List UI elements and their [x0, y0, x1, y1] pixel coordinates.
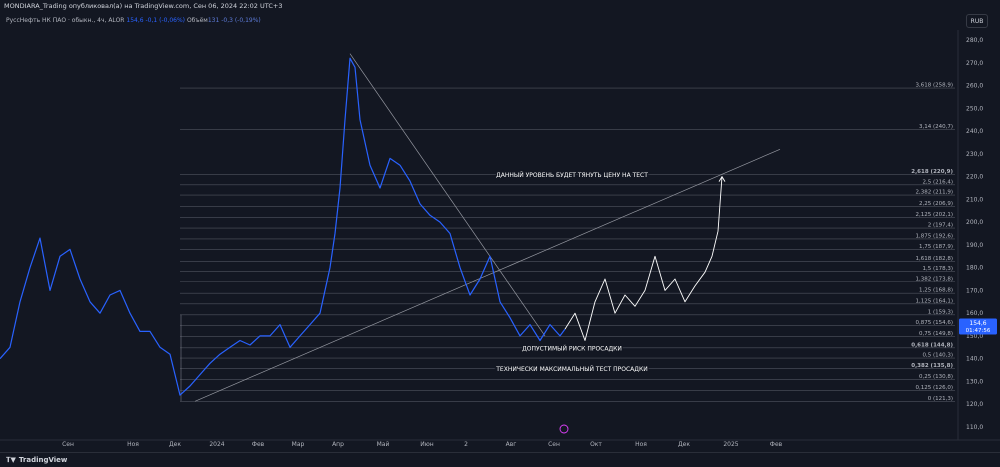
x-axis-tick: Сен — [62, 441, 74, 448]
x-axis-tick: 2 — [464, 441, 468, 448]
y-axis-tick: 220,0 — [966, 174, 983, 181]
fib-level-label: 1,125 (164,1) — [915, 298, 953, 304]
x-axis-tick: 2024 — [209, 441, 224, 448]
x-axis-tick: Окт — [590, 441, 602, 448]
y-axis-tick: 140,0 — [966, 356, 983, 363]
volume-label: Объём — [186, 17, 208, 24]
publisher-line: MONDIARA_Trading опубликовал(а) на Tradi… — [4, 2, 283, 10]
x-axis-tick: Июн — [420, 441, 434, 448]
y-axis-tick: 190,0 — [966, 242, 983, 249]
x-axis-tick: Дек — [169, 441, 181, 448]
fib-level-label: 2,25 (206,9) — [919, 201, 953, 207]
x-axis-tick: Фев — [252, 441, 265, 448]
y-axis-tick: 150,0 — [966, 333, 983, 340]
price-line — [0, 57, 566, 396]
x-axis-tick: Фев — [770, 441, 783, 448]
tradingview-logo-icon: 𝐓▼ — [6, 456, 16, 464]
symbol-name[interactable]: РуссНефть НК ПАО · обыкн., 4ч, ALOR — [6, 17, 125, 24]
fib-level-label: 1,618 (182,8) — [915, 256, 953, 262]
y-axis-tick: 270,0 — [966, 60, 983, 67]
current-price-value: 154,6 — [969, 320, 986, 327]
fib-level-label: 2 (197,4) — [928, 223, 953, 229]
fib-level-label: 0,5 (140,3) — [922, 353, 953, 359]
y-axis-tick: 260,0 — [966, 83, 983, 90]
fib-level-label: 1,382 (173,8) — [915, 276, 953, 282]
currency-button[interactable]: RUB — [966, 14, 988, 28]
fib-level-label: 3,618 (258,9) — [915, 83, 953, 89]
projection-path — [564, 176, 723, 341]
y-axis-tick: 180,0 — [966, 265, 983, 272]
fib-level-label: 2,382 (211,9) — [915, 190, 953, 196]
price-change: -0,1 (-0,06%) — [145, 17, 186, 24]
current-price-badge — [959, 318, 997, 335]
y-axis-tick: 110,0 — [966, 424, 983, 431]
last-price: 154,6 — [126, 17, 144, 24]
fib-level-label: 1,5 (178,3) — [922, 266, 953, 272]
fib-level-label: 0,618 (144,8) — [911, 342, 953, 348]
candle-countdown: 01:47:56 — [966, 328, 991, 334]
chart-annotation: ДАННЫЙ УРОВЕНЬ БУДЕТ ТЯНУТЬ ЦЕНУ НА ТЕСТ — [496, 172, 648, 179]
x-axis-tick: Ноя — [127, 441, 139, 448]
chart-annotation: ТЕХНИЧЕСКИ МАКСИМАЛЬНЫЙ ТЕСТ ПРОСАДКИ — [495, 366, 647, 373]
y-axis-tick: 210,0 — [966, 196, 983, 203]
projection-arrow-icon — [718, 175, 726, 182]
fib-level-label: 0,125 (126,0) — [915, 385, 953, 391]
brand-label: TradingView — [18, 456, 68, 464]
x-axis-tick: Дек — [678, 441, 690, 448]
fib-level-label: 0,875 (154,6) — [915, 320, 953, 326]
y-axis-tick: 120,0 — [966, 401, 983, 408]
y-axis-tick: 280,0 — [966, 37, 983, 44]
fib-level-label: 0,75 (149,8) — [919, 331, 953, 337]
volume-value: 131 — [207, 17, 220, 24]
y-axis-tick: 170,0 — [966, 287, 983, 294]
x-axis-tick: Мар — [292, 441, 305, 448]
y-axis-tick: 230,0 — [966, 151, 983, 158]
x-axis-tick: Сен — [548, 441, 560, 448]
fib-level-label: 2,5 (216,4) — [922, 179, 953, 185]
fib-level-label: 0,382 (135,8) — [911, 363, 953, 369]
symbol-legend[interactable]: РуссНефть НК ПАО · обыкн., 4ч, ALOR 154,… — [6, 17, 261, 24]
y-axis-tick: 250,0 — [966, 105, 983, 112]
footer-bar: 𝐓▼ TradingView — [0, 452, 1000, 467]
fib-level-label: 1 (159,3) — [928, 309, 953, 315]
fib-level-label: 1,75 (187,9) — [919, 244, 953, 250]
fib-level-label: 2,618 (220,9) — [911, 169, 953, 175]
event-marker-icon — [559, 424, 569, 434]
x-axis-tick: Май — [377, 441, 390, 448]
fib-level-label: 2,125 (202,1) — [915, 212, 953, 218]
x-axis-tick: 2025 — [723, 441, 738, 448]
fib-level-label: 0,25 (130,8) — [919, 374, 953, 380]
chart-annotation: ДОПУСТИМЫЙ РИСК ПРОСАДКИ — [522, 345, 622, 352]
y-axis-tick: 130,0 — [966, 378, 983, 385]
tradingview-brand[interactable]: 𝐓▼ TradingView — [6, 456, 67, 465]
x-axis-tick: Апр — [332, 441, 344, 448]
x-axis-tick: Ноя — [635, 441, 647, 448]
fib-level-label: 1,25 (168,8) — [919, 288, 953, 294]
fib-level-label: 1,875 (192,6) — [915, 233, 953, 239]
y-axis-tick: 200,0 — [966, 219, 983, 226]
falling-trendline — [349, 53, 546, 337]
fib-level-label: 0 (121,3) — [928, 396, 953, 402]
y-axis-tick: 160,0 — [966, 310, 983, 317]
rising-trendline — [194, 148, 781, 402]
y-axis-tick: 240,0 — [966, 128, 983, 135]
x-axis-tick: Авг — [506, 441, 517, 448]
volume-change: -0,3 (-0,19%) — [221, 17, 261, 24]
fib-level-label: 3,14 (240,7) — [919, 124, 953, 130]
